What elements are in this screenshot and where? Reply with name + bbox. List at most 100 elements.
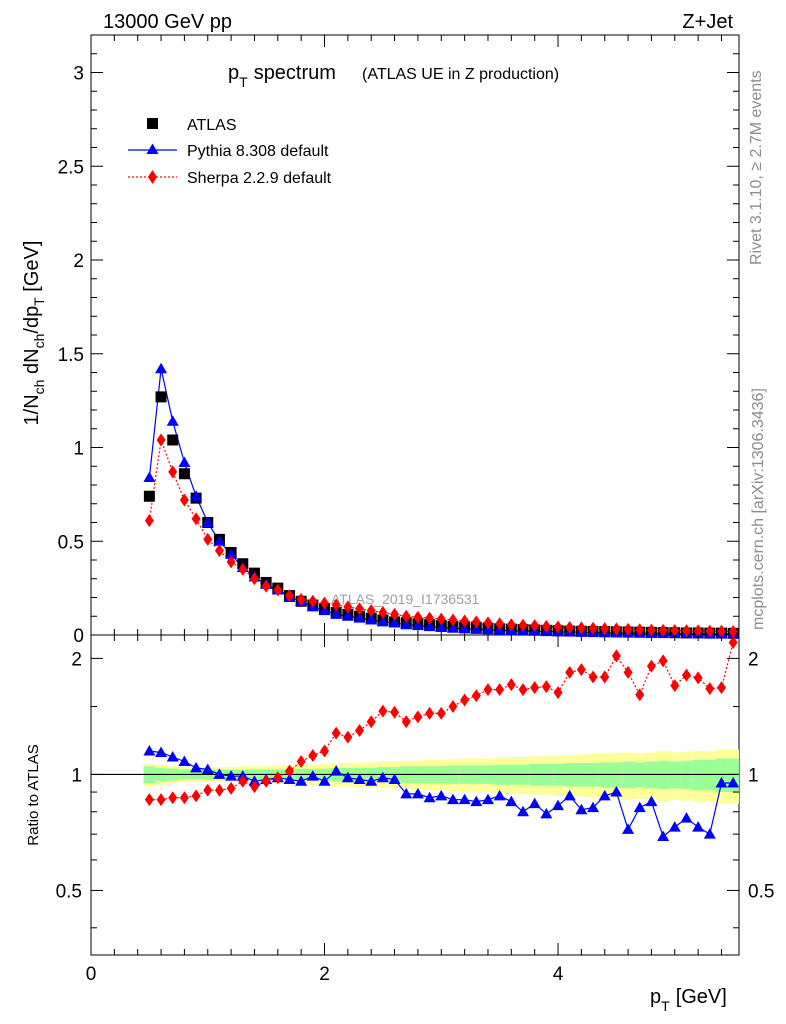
sherpa-point — [203, 532, 213, 546]
sherpa-point — [448, 613, 458, 627]
legend: ATLAS Pythia 8.308 default Sherpa 2.2.9 … — [128, 117, 332, 187]
ratio-sherpa-point — [506, 678, 516, 692]
ratio-pythia-point — [680, 812, 693, 823]
pythia-point — [365, 614, 378, 625]
ratio-pythia-point — [575, 803, 588, 815]
atlas-point — [178, 468, 190, 480]
sherpa-point — [425, 611, 435, 625]
ratio-pythia-point — [528, 797, 541, 809]
ratio-pythia-point — [411, 787, 424, 799]
sherpa-point — [518, 618, 528, 632]
x-axis-title: pT [GeV] — [650, 986, 727, 1014]
sherpa-point — [401, 609, 411, 623]
ratio-sherpa-point — [343, 730, 353, 744]
sherpa-point — [378, 606, 388, 619]
legend-pythia-label: Pythia 8.308 default — [187, 143, 329, 160]
legend-atlas-label: ATLAS — [187, 117, 237, 134]
ratio-pythia-point — [703, 828, 716, 839]
ratio-pythia-point — [423, 791, 436, 803]
ratio-sherpa-point — [670, 679, 680, 693]
sherpa-point — [600, 622, 610, 636]
header-energy-label: 13000 GeV pp — [103, 11, 232, 33]
pythia-point — [190, 490, 203, 501]
legend-sherpa-label: Sherpa 2.2.9 default — [187, 170, 332, 187]
ratio-sherpa-point — [378, 704, 388, 718]
ratio-sherpa-point — [191, 789, 201, 803]
sherpa-point — [530, 619, 540, 633]
ratio-sherpa-point — [518, 683, 528, 697]
ratio-pythia-point — [633, 801, 646, 813]
legend-pythia-marker — [146, 143, 159, 154]
sherpa-point — [343, 600, 353, 614]
main-y-tick-label: 2.5 — [58, 157, 84, 178]
band-inner-bin — [680, 760, 693, 790]
band-inner-bin — [703, 759, 716, 791]
sherpa-point — [249, 572, 259, 586]
ratio-pythia-point — [481, 793, 494, 805]
ratio-pythia-point — [657, 830, 670, 842]
sherpa-point — [273, 583, 283, 597]
ratio-sherpa-point — [658, 654, 668, 668]
ratio-pythia-point — [295, 775, 308, 786]
ratio-sherpa-point — [226, 781, 236, 795]
sherpa-point — [296, 592, 306, 606]
sherpa-point — [576, 621, 586, 635]
ratio-pythia-point — [283, 773, 296, 785]
ratio-pythia-point — [400, 787, 413, 799]
ratio-y-tick-label: 0.5 — [56, 881, 82, 902]
main-y-tick-label: 0 — [73, 626, 84, 647]
x-tick-label: 4 — [553, 964, 564, 985]
ratio-series-layer — [143, 635, 740, 842]
ratio-pythia-point — [727, 777, 740, 788]
ratio-sherpa-point — [261, 774, 271, 788]
band-inner-bin — [727, 758, 739, 793]
ratio-y-tick-label-right: 0.5 — [748, 881, 774, 902]
ratio-pythia-point — [306, 770, 319, 781]
ratio-sherpa-point — [565, 665, 575, 679]
ratio-sherpa-point — [308, 748, 318, 762]
atlas-point — [167, 434, 179, 446]
ratio-pythia-point — [517, 805, 529, 817]
ratio-sherpa-point — [296, 755, 306, 769]
ratio-pythia-point — [341, 771, 354, 783]
pythia-point — [213, 535, 226, 546]
sherpa-point — [191, 512, 201, 526]
sherpa-point — [623, 622, 633, 636]
ratio-sherpa-point — [530, 681, 540, 695]
ratio-sherpa-point — [495, 683, 505, 697]
main-y-axis-title: 1/Nch dNch/dpT [GeV] — [21, 241, 47, 426]
x-tick-label: 0 — [86, 964, 97, 985]
ratio-pythia-point — [622, 823, 635, 834]
sherpa-point — [588, 621, 598, 635]
sherpa-point — [179, 493, 189, 507]
sherpa-point — [635, 623, 645, 637]
sherpa-point — [471, 615, 481, 629]
ratio-sherpa-point — [179, 791, 189, 805]
ratio-sherpa-point — [425, 706, 435, 720]
ratio-y-tick-label-right: 2 — [748, 649, 759, 670]
pythia-point — [166, 415, 179, 426]
ratio-sherpa-point — [728, 635, 738, 649]
mcplots-label: mcplots.cern.ch [arXiv:1306.3436] — [750, 388, 767, 630]
band-inner-bin — [715, 758, 728, 793]
ratio-sherpa-point — [413, 710, 423, 724]
legend-atlas-marker — [147, 118, 158, 129]
pythia-point — [143, 471, 156, 482]
pythia-point — [353, 612, 366, 623]
ratio-y-tick-label-right: 1 — [748, 765, 759, 786]
pythia-point — [318, 604, 331, 616]
ratio-pythia-point — [598, 789, 611, 801]
ratio-sherpa-point — [705, 682, 715, 696]
ratio-sherpa-point — [203, 783, 213, 797]
ratio-pythia-point — [213, 768, 226, 779]
pythia-point — [341, 610, 354, 621]
pythia-point — [330, 608, 343, 619]
ratio-pythia-point — [493, 789, 506, 801]
ratio-y-tick-label: 1 — [71, 765, 82, 786]
pythia-point — [411, 619, 424, 631]
main-y-tick-label: 1 — [73, 439, 84, 460]
sherpa-point — [506, 618, 516, 632]
sherpa-point — [168, 465, 178, 479]
ratio-pythia-point — [318, 775, 331, 786]
ratio-sherpa-point — [249, 780, 259, 794]
